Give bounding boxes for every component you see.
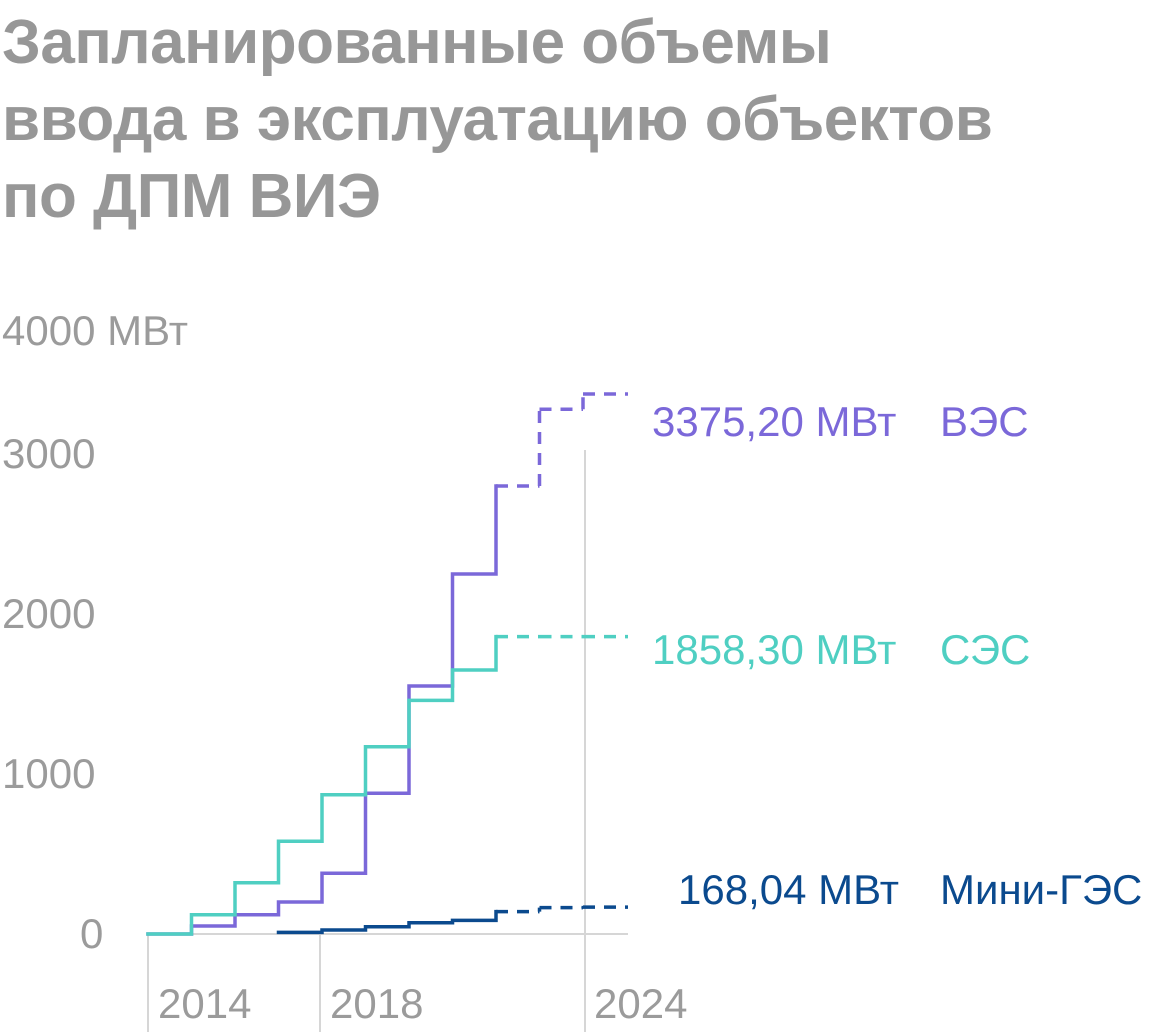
y-tick-label: 0 — [80, 910, 103, 957]
chart-title: Запланированные объемы ввода в эксплуата… — [2, 4, 1152, 235]
chart-series — [146, 392, 628, 936]
series-0-solid — [146, 484, 498, 936]
series-end-value: 3375,20 МВт — [652, 398, 896, 445]
chart-title-line-1: Запланированные объемы — [2, 8, 832, 77]
series-name-label: Мини-ГЭС — [940, 866, 1142, 913]
series-end-value: 168,04 МВт — [678, 866, 899, 913]
series-2-projection — [496, 905, 628, 914]
series-end-labels: 3375,20 МВт ВЭС 1858,30 МВт СЭС 168,04 МВт Ми… — [652, 398, 1142, 913]
series-1-solid — [146, 634, 498, 936]
y-tick-label: 1000 — [2, 750, 95, 797]
chart-title-line-2: ввода в эксплуатацию объектов — [2, 85, 993, 154]
x-axis-ticks: 2014 2018 2024 — [158, 980, 687, 1027]
series-0-projection — [496, 392, 628, 488]
y-tick-label: 4000 МВт — [2, 307, 188, 354]
chart-title-line-3: по ДПМ ВИЭ — [2, 162, 381, 231]
x-tick-label: 2018 — [330, 980, 423, 1027]
chart-grid — [147, 450, 628, 1032]
series-name-label: ВЭС — [940, 398, 1029, 445]
series-2-solid — [276, 909, 498, 935]
y-tick-label: 2000 — [2, 590, 95, 637]
series-end-value: 1858,30 МВт — [652, 626, 896, 673]
x-tick-label: 2014 — [158, 980, 251, 1027]
series-name-label: СЭС — [940, 626, 1030, 673]
y-tick-label: 3000 — [2, 430, 95, 477]
y-axis-ticks: 0 1000 2000 3000 4000 МВт — [2, 307, 188, 957]
x-tick-label: 2024 — [594, 980, 687, 1027]
